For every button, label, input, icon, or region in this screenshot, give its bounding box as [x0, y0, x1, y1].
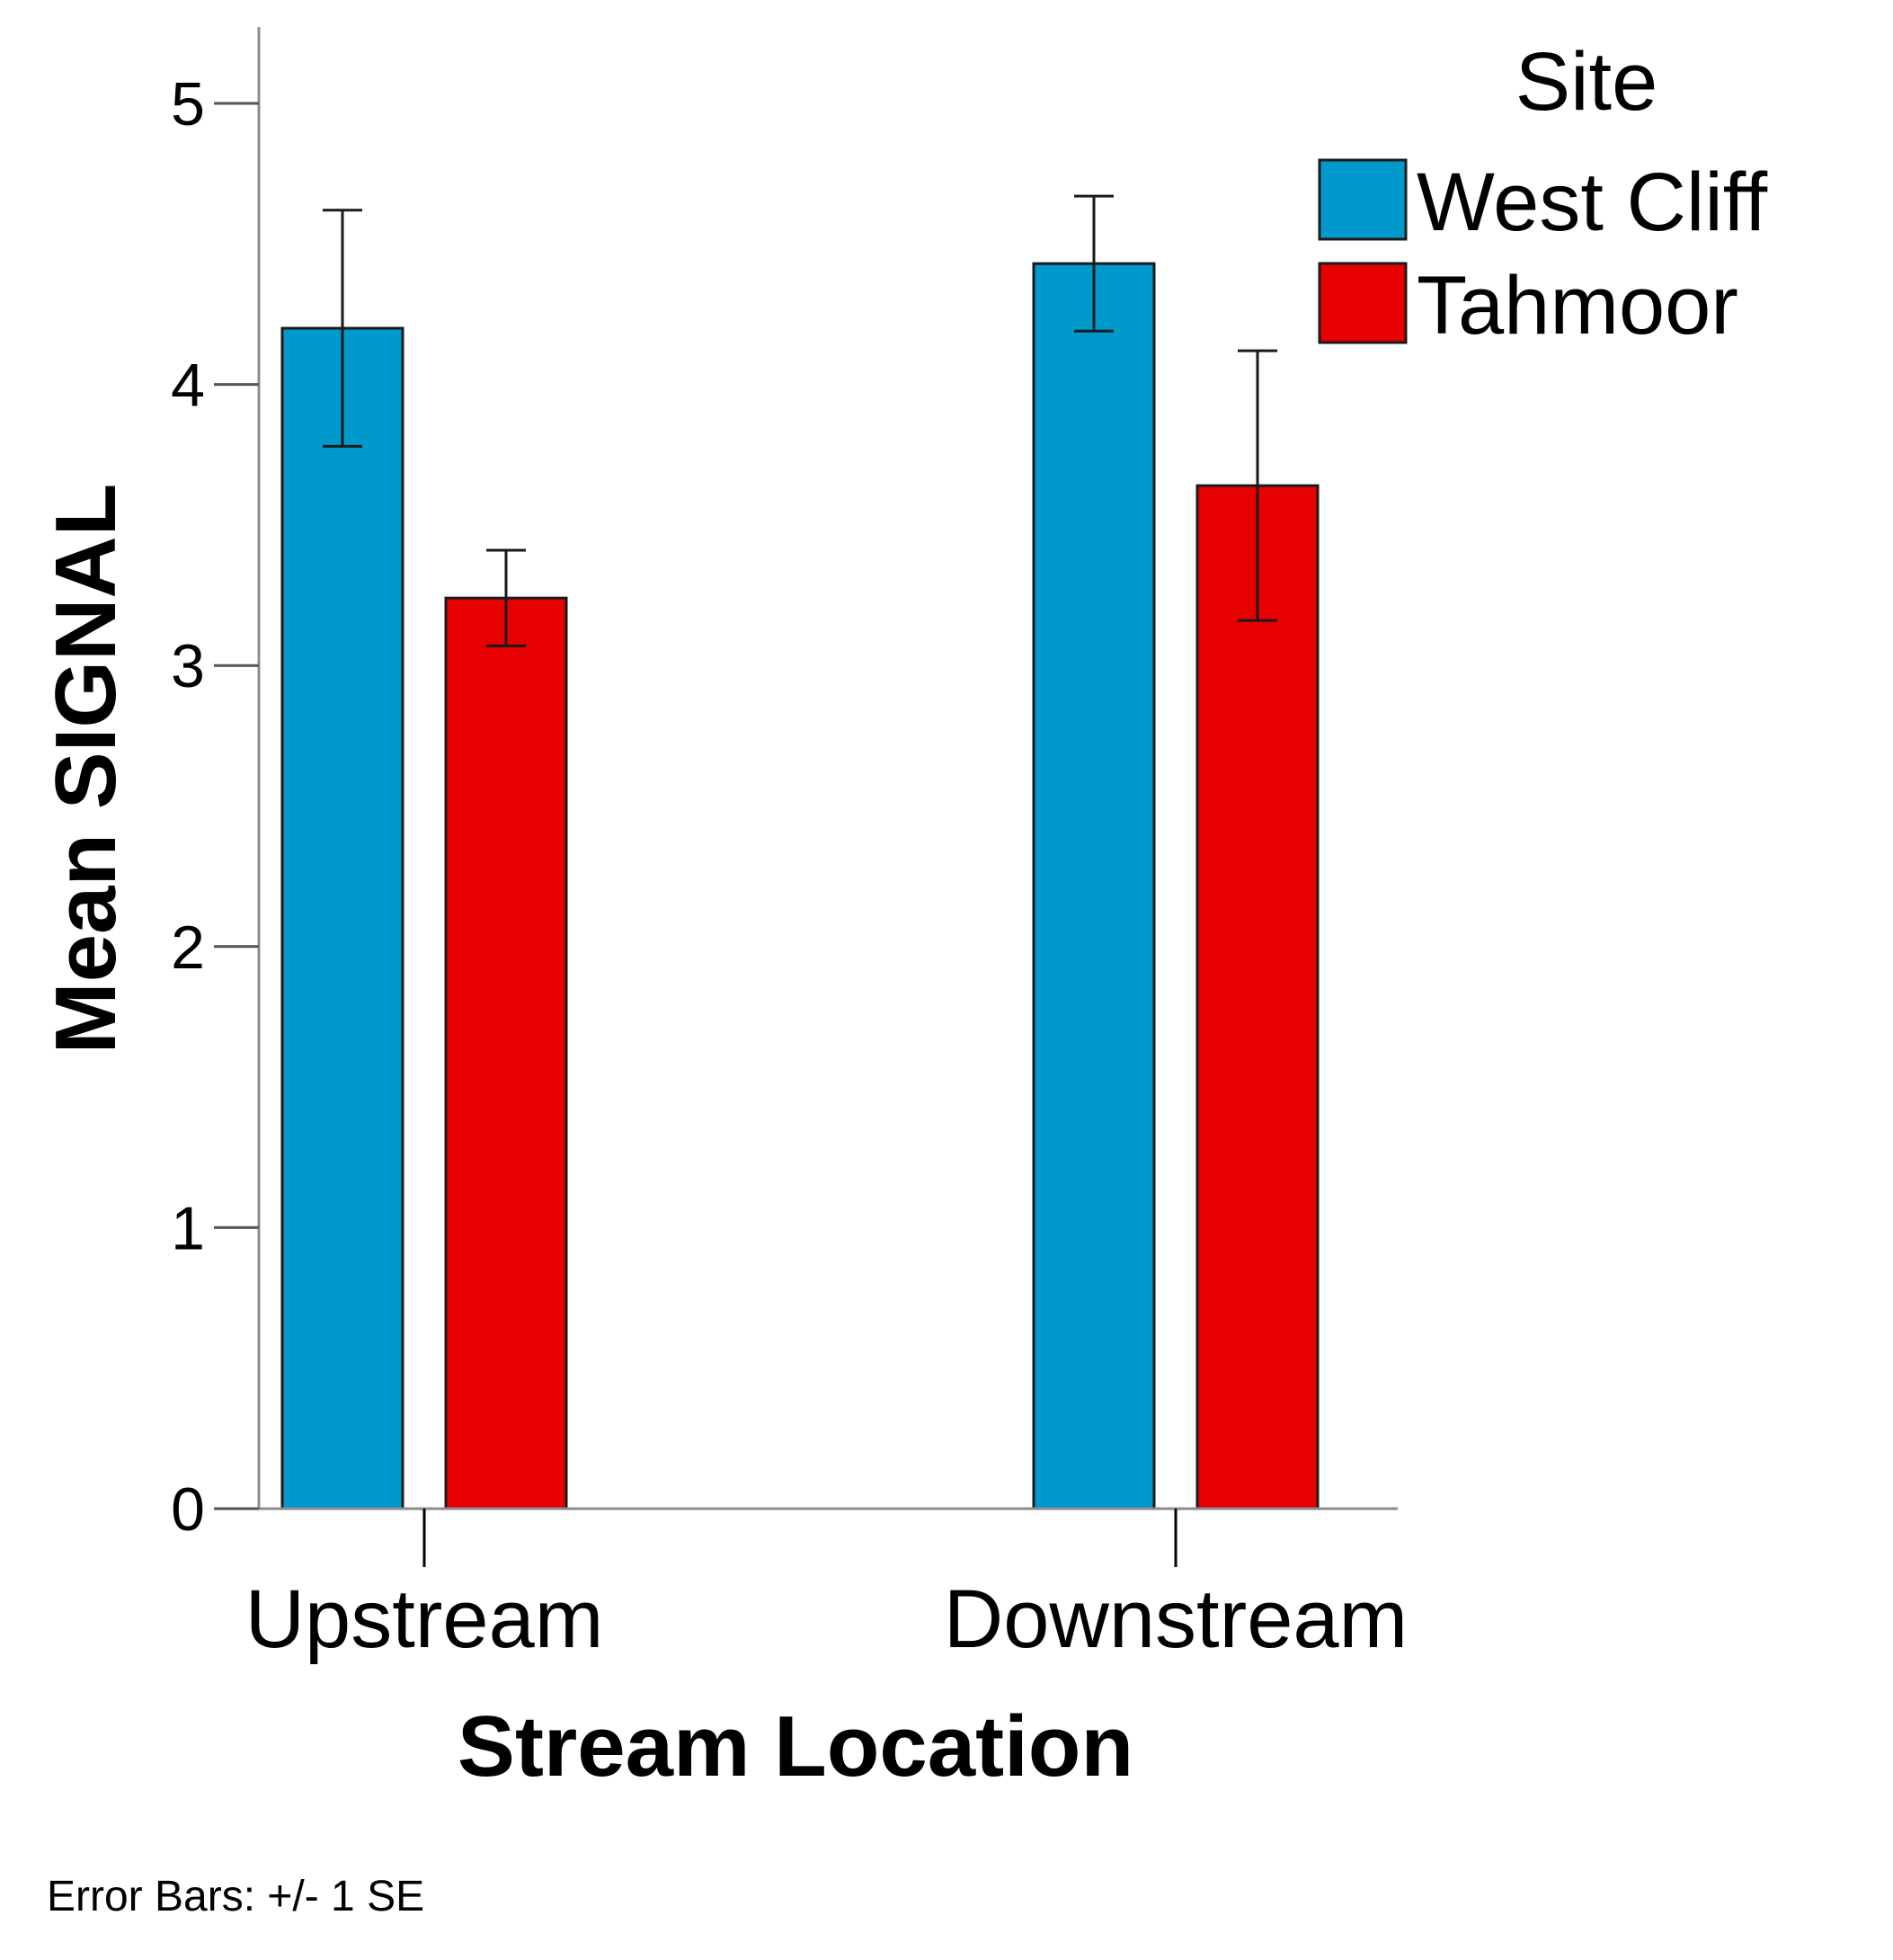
bars-layer: [280, 262, 1320, 1510]
y-tick-label: 4: [171, 352, 205, 420]
legend-item: Tahmoor: [1318, 260, 1738, 352]
bar-west-cliff-downstream: [1032, 262, 1156, 1510]
axes-layer: 0 1 2 3 4 5 Upstream Downstream: [171, 27, 1408, 1665]
x-axis-title: Stream Location: [458, 1698, 1133, 1795]
error-bars-layer: [323, 194, 1277, 647]
legend-label: Tahmoor: [1417, 260, 1738, 352]
error-bar: [323, 209, 362, 448]
error-bar: [1074, 194, 1114, 333]
bar-west-cliff-upstream: [280, 326, 404, 1510]
x-tick-label: Downstream: [944, 1573, 1408, 1665]
y-tick-label: 3: [171, 632, 205, 700]
x-tick-label: Upstream: [245, 1573, 604, 1665]
legend-title: Site: [1515, 36, 1658, 128]
y-tick-label: 5: [171, 70, 205, 138]
bar-tahmoor-upstream: [444, 596, 568, 1510]
y-axis-title: Mean SIGNAL: [38, 484, 134, 1055]
bar-tahmoor-downstream: [1195, 484, 1320, 1510]
legend: Site West Cliff Tahmoor: [1318, 36, 1768, 352]
error-bar: [486, 548, 526, 647]
legend-item: West Cliff: [1318, 156, 1768, 248]
y-tick-label: 2: [171, 913, 205, 982]
error-bars-footnote: Error Bars: +/- 1 SE: [47, 1873, 424, 1920]
y-tick-label: 1: [171, 1194, 205, 1262]
legend-swatch: [1318, 158, 1408, 241]
error-bar: [1238, 349, 1277, 622]
legend-swatch: [1318, 262, 1408, 344]
y-tick-label: 0: [171, 1475, 205, 1544]
legend-label: West Cliff: [1417, 156, 1768, 248]
